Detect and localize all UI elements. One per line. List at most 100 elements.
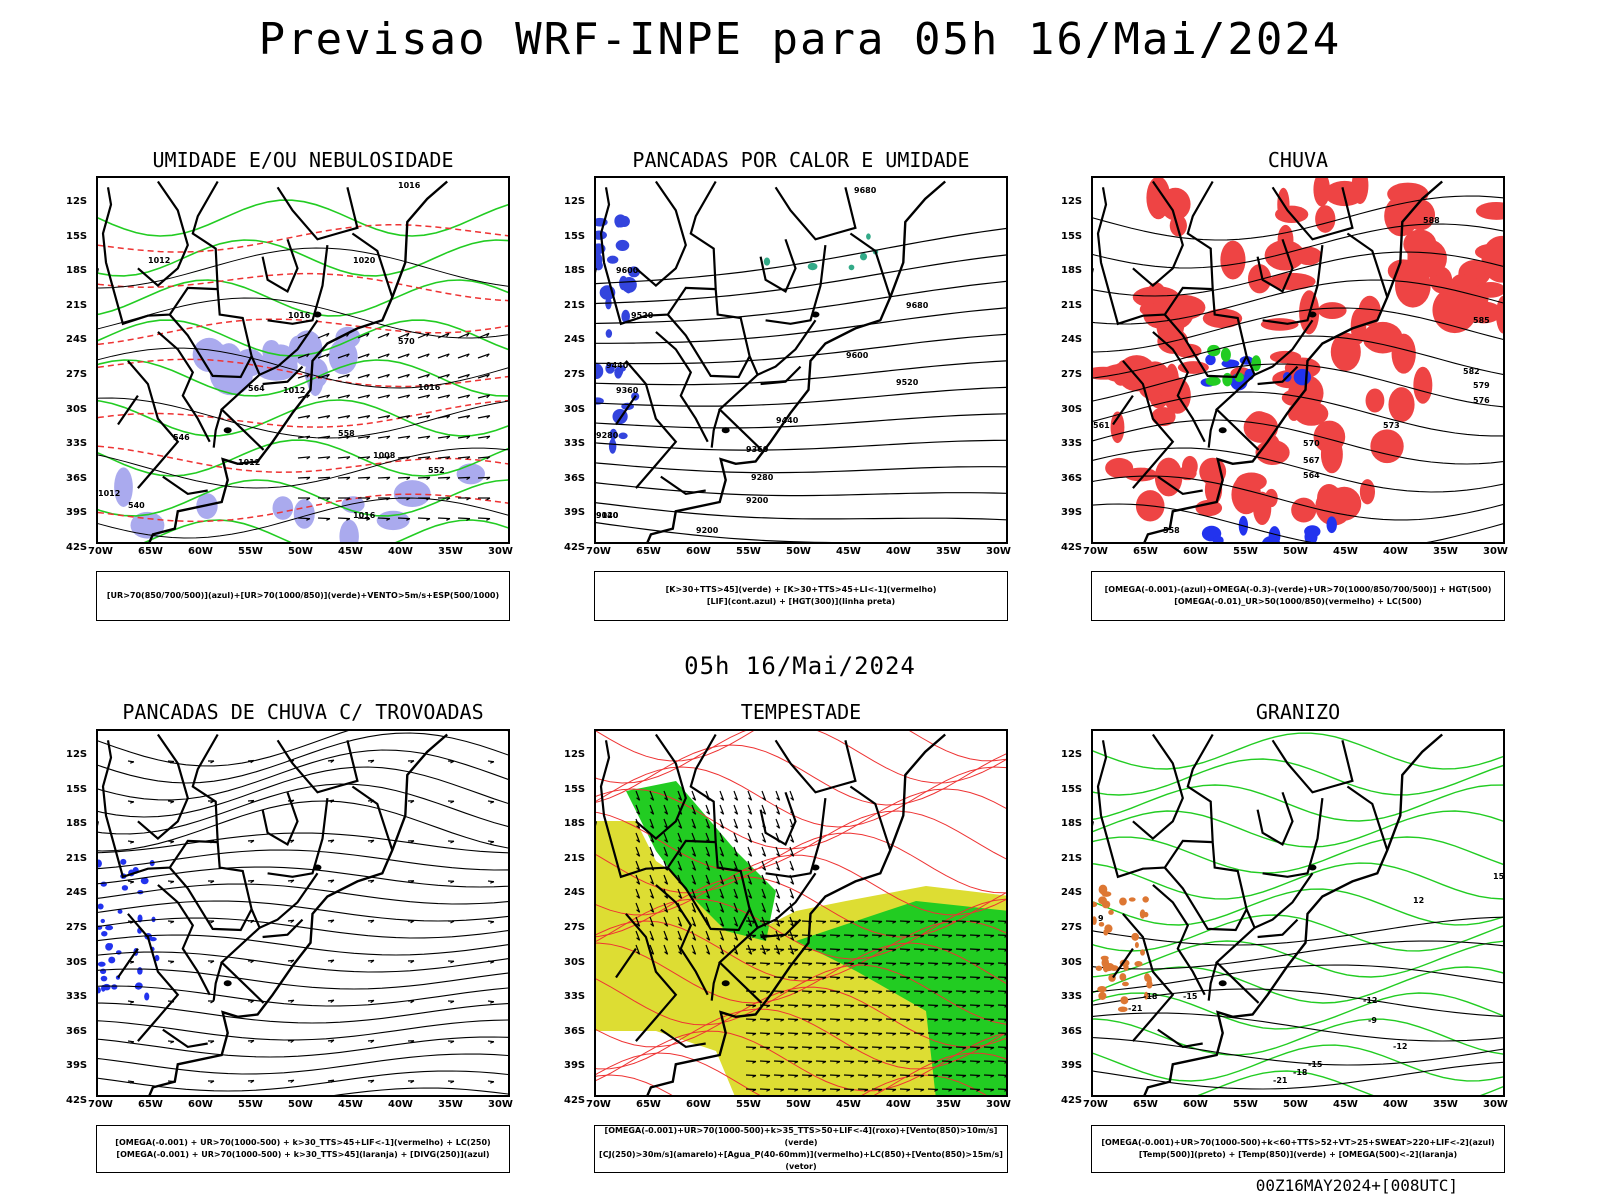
wind-arrow	[457, 394, 470, 399]
longitude-label: 70W	[1083, 546, 1108, 557]
omega-orange-points	[1134, 961, 1143, 967]
wind-arrow-head	[976, 934, 981, 938]
pressure-contour	[98, 347, 508, 389]
wind-arrow-head	[790, 853, 795, 857]
streamline	[98, 951, 508, 973]
wind-arrow	[437, 332, 450, 339]
divergence-blue-points	[140, 877, 149, 885]
contour-label: 9040	[596, 511, 619, 520]
border-line	[849, 232, 892, 298]
wind-arrow-head	[410, 840, 415, 844]
wind-arrow	[733, 874, 739, 885]
latitude-label: 24S	[564, 887, 586, 899]
latitude-label: 30S	[564, 956, 586, 968]
omega-orange-points	[1122, 981, 1129, 987]
divergence-blue-points	[154, 954, 160, 962]
instability-green-area	[859, 252, 868, 261]
latitude-label: 15S	[1061, 230, 1083, 242]
border-line	[1132, 180, 1184, 288]
wind-arrow-head	[426, 476, 431, 481]
wind-arrow	[747, 818, 753, 829]
divergence-blue-points	[115, 950, 122, 955]
hgt300-contour	[596, 502, 1006, 521]
omega-orange-points	[1098, 991, 1107, 1000]
wind-arrow	[691, 930, 697, 941]
wind-arrow-head	[664, 909, 669, 913]
wind-arrow-head	[692, 951, 697, 955]
contour-label: 1020	[353, 256, 376, 265]
lif-blue-area	[614, 216, 622, 228]
hgt300-contour	[596, 482, 1006, 497]
rain-red-area	[1102, 364, 1137, 382]
humidity-green-contour	[98, 279, 508, 317]
map-base	[596, 733, 946, 1095]
contour-label: 9	[1098, 914, 1104, 923]
wind-arrow-head	[920, 1004, 925, 1008]
longitude-label: 55W	[238, 1099, 263, 1110]
omega-orange-points	[1098, 921, 1105, 927]
contour-label: 576	[1473, 396, 1490, 405]
wind-arrow-head	[990, 962, 995, 966]
contour-label: -9	[1368, 1016, 1377, 1025]
wind-arrow-head	[990, 976, 995, 980]
latitude-label: 30S	[564, 403, 586, 415]
wind-arrow-head	[678, 867, 683, 871]
wind-arrow-head	[406, 435, 411, 440]
wind-arrow-head	[326, 332, 330, 337]
wind-arrow-head	[906, 1046, 911, 1050]
border-line	[137, 733, 189, 841]
water-red-contour	[596, 788, 1006, 850]
wind-arrow-head	[370, 959, 375, 964]
border-line	[615, 394, 637, 426]
wind-arrow	[297, 517, 311, 520]
wind-arrow	[663, 944, 669, 955]
wind-arrow	[649, 930, 655, 941]
temp850-green-contour	[1093, 862, 1503, 900]
wind-arrow-head	[766, 1060, 771, 1064]
wind-arrow-head	[366, 456, 371, 460]
longitude-label: 65W	[636, 546, 661, 557]
lake-mark	[721, 980, 730, 987]
rain-red-area	[1363, 332, 1396, 352]
panel-legend: [UR>70(850/700/500)](azul)+[UR>70(1000/8…	[96, 571, 510, 621]
wind-arrow-head	[290, 1079, 295, 1084]
wind-arrow-head	[636, 881, 641, 885]
border-line	[157, 884, 211, 996]
wind-arrow-head	[762, 797, 767, 801]
streamline	[334, 1087, 508, 1095]
wind-arrow-head	[752, 1046, 757, 1050]
wind-arrow	[663, 790, 669, 801]
wind-arrow-head	[636, 909, 641, 913]
wind-arrow-head	[650, 839, 655, 843]
wind-arrow-head	[692, 867, 697, 871]
wind-arrow-head	[326, 435, 331, 440]
wind-arrow-head	[330, 759, 335, 764]
latitude-label: 21S	[1061, 852, 1083, 864]
wind-arrow-head	[370, 879, 375, 884]
wind-arrow	[663, 804, 669, 815]
rain-red-area	[1391, 333, 1416, 374]
pressure-contour	[98, 497, 508, 539]
wind-arrow-head	[766, 1046, 771, 1050]
rain-red-area	[1359, 479, 1376, 505]
wind-arrow-head	[934, 1032, 939, 1036]
wind-arrow-head	[346, 456, 351, 460]
wind-arrow	[691, 818, 697, 829]
border-line	[689, 733, 763, 1004]
omega-green-area	[1251, 355, 1262, 372]
wind-arrow-head	[170, 800, 175, 804]
main-title: Previsao WRF-INPE para 05h 16/Mai/2024	[258, 14, 1342, 65]
contour-label: -18	[1293, 1068, 1308, 1077]
hgt300-contour	[596, 439, 1006, 451]
legend-line: [OMEGA(-0.001) + UR>70(1000-500) + k>30_…	[115, 1138, 491, 1147]
wind-arrow-head	[734, 923, 739, 927]
wind-arrow-head	[370, 1079, 375, 1084]
border-line	[1262, 797, 1324, 878]
wind-arrow-head	[976, 1046, 981, 1050]
wind-arrow-head	[934, 948, 939, 952]
longitude-label: 30W	[1483, 1099, 1508, 1110]
wind-arrow-head	[426, 332, 430, 337]
wind-arrow-head	[864, 1046, 869, 1050]
wind-arrow-head	[906, 1018, 911, 1022]
wind-arrow-head	[692, 853, 697, 857]
